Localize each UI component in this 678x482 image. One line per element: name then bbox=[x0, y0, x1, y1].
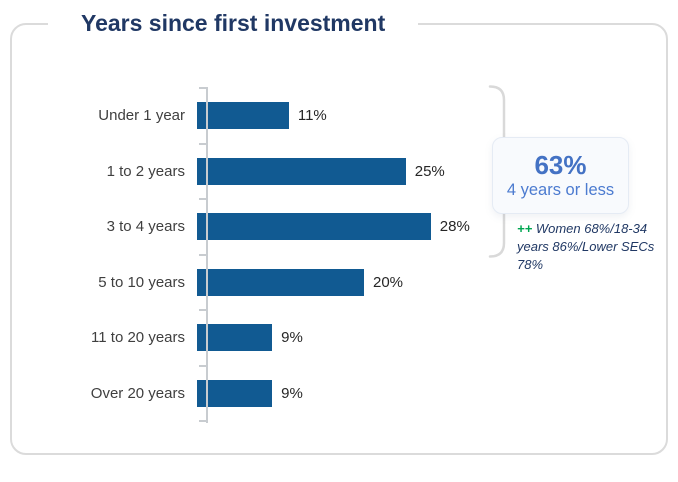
bar bbox=[197, 379, 273, 407]
axis-tick bbox=[199, 420, 207, 422]
axis-line bbox=[206, 87, 208, 423]
axis-tick bbox=[199, 198, 207, 200]
note-marker: ++ bbox=[517, 221, 533, 236]
significance-note: ++ Women 68%/18-34 years 86%/Lower SECs … bbox=[517, 220, 657, 274]
bar-row: 3 to 4 years 28% bbox=[0, 199, 520, 255]
category-label: 3 to 4 years bbox=[106, 218, 185, 236]
bar bbox=[197, 268, 364, 296]
axis-tick bbox=[199, 87, 207, 89]
bar-chart: Under 1 year 11% 1 to 2 years 25% 3 to 4 yea… bbox=[0, 88, 520, 421]
bar bbox=[197, 157, 406, 185]
category-label: Under 1 year bbox=[98, 107, 185, 125]
value-label: 9% bbox=[281, 384, 303, 402]
bar-row: Under 1 year 11% bbox=[0, 88, 520, 144]
bar bbox=[197, 102, 289, 130]
value-label: 11% bbox=[297, 107, 327, 125]
callout-box: 63% 4 years or less bbox=[492, 137, 629, 214]
axis-tick bbox=[199, 253, 207, 256]
callout-label: 4 years or less bbox=[506, 181, 615, 199]
category-label: 11 to 20 years bbox=[91, 329, 185, 347]
category-label: 1 to 2 years bbox=[106, 162, 185, 180]
category-label: 5 to 10 years bbox=[98, 273, 185, 291]
chart-title: Years since first investment bbox=[48, 10, 419, 37]
bar-row: 1 to 2 years 25% bbox=[0, 144, 520, 200]
bar-row: 5 to 10 years 20% bbox=[0, 255, 520, 311]
axis-tick bbox=[199, 309, 207, 311]
value-label: 20% bbox=[373, 273, 404, 291]
axis-tick bbox=[199, 142, 207, 145]
value-label: 28% bbox=[439, 218, 470, 236]
bar-row: 11 to 20 years 9% bbox=[0, 310, 520, 366]
axis-tick bbox=[199, 364, 207, 367]
bar-row: Over 20 years 9% bbox=[0, 366, 520, 422]
note-text: Women 68%/18-34 years 86%/Lower SECs 78% bbox=[517, 221, 655, 272]
category-label: Over 20 years bbox=[90, 384, 185, 402]
bar bbox=[197, 213, 431, 241]
bar bbox=[197, 324, 273, 352]
value-label: 25% bbox=[414, 162, 445, 180]
value-label: 9% bbox=[281, 329, 303, 347]
callout-value: 63% bbox=[534, 150, 587, 180]
